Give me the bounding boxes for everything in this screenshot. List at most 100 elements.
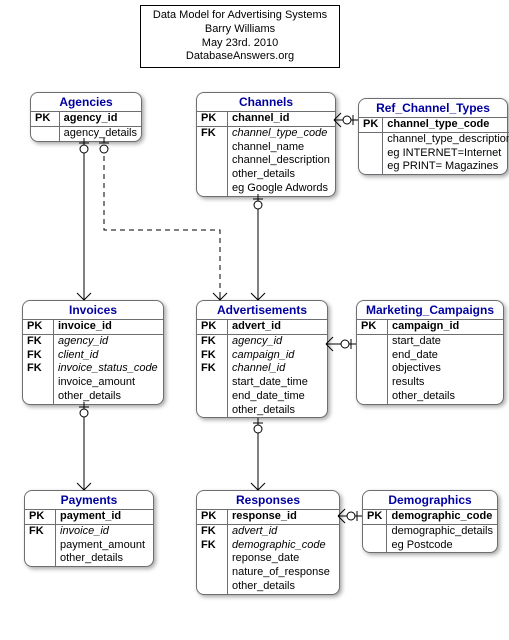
- key-col: [357, 376, 388, 390]
- attr-name: channel_name: [228, 141, 336, 155]
- attr-name: channel_id: [228, 112, 336, 126]
- attr-name: payment_amount: [56, 539, 154, 553]
- key-col: [31, 126, 59, 140]
- attr-name: campaign_id: [228, 349, 328, 363]
- entity-title: Marketing_Campaigns: [357, 301, 503, 320]
- attr-name: eg PRINT= Magazines: [383, 160, 509, 174]
- entity-ref_channel_types: Ref_Channel_TypesPKchannel_type_codechan…: [358, 98, 508, 175]
- entity-title: Ref_Channel_Types: [359, 99, 507, 118]
- key-col: [23, 390, 54, 404]
- key-col: [25, 552, 56, 566]
- key-col: [197, 168, 228, 182]
- key-col: [197, 552, 228, 566]
- key-col: FK: [23, 334, 54, 348]
- entity-advertisements: AdvertisementsPKadvert_idFKagency_idFKca…: [196, 300, 328, 418]
- entity-fields: PKchannel_type_codechannel_type_descript…: [359, 118, 509, 174]
- key-col: [25, 539, 56, 553]
- key-col: [359, 160, 383, 174]
- title-line: Data Model for Advertising Systems: [145, 9, 335, 23]
- entity-title: Demographics: [363, 491, 497, 510]
- entity-agencies: AgenciesPKagency_idagency_details: [30, 92, 142, 142]
- attr-name: nature_of_response: [228, 566, 340, 580]
- attr-name: other_details: [54, 390, 164, 404]
- attr-name: invoice_amount: [54, 376, 164, 390]
- key-col: [197, 154, 228, 168]
- attr-name: channel_description: [228, 154, 336, 168]
- key-col: PK: [359, 118, 383, 132]
- key-col: [357, 334, 388, 348]
- title-line: Barry Williams: [145, 23, 335, 37]
- key-col: [359, 132, 383, 146]
- attr-name: end_date: [388, 349, 504, 363]
- entity-title: Payments: [25, 491, 153, 510]
- key-col: [363, 524, 387, 538]
- key-col: [359, 147, 383, 161]
- entity-demographics: DemographicsPKdemographic_codedemographi…: [362, 490, 498, 553]
- key-col: PK: [197, 510, 228, 524]
- key-col: [357, 390, 388, 404]
- key-col: PK: [25, 510, 56, 524]
- attr-name: agency_id: [59, 112, 141, 126]
- key-col: FK: [25, 524, 56, 538]
- entity-fields: PKinvoice_idFKagency_idFKclient_idFKinvo…: [23, 320, 163, 404]
- attr-name: invoice_id: [54, 320, 164, 334]
- attr-name: payment_id: [56, 510, 154, 524]
- attr-name: other_details: [56, 552, 154, 566]
- key-col: [197, 566, 228, 580]
- attr-name: end_date_time: [228, 390, 328, 404]
- attr-name: other_details: [228, 168, 336, 182]
- attr-name: advert_id: [228, 320, 328, 334]
- attr-name: start_date_time: [228, 376, 328, 390]
- entity-fields: PKcampaign_idstart_dateend_dateobjective…: [357, 320, 503, 404]
- attr-name: channel_type_code: [228, 126, 336, 140]
- key-col: FK: [197, 126, 228, 140]
- attr-name: client_id: [54, 349, 164, 363]
- attr-name: demographic_code: [387, 510, 497, 524]
- attr-name: eg Postcode: [387, 539, 497, 553]
- key-col: FK: [197, 349, 228, 363]
- entity-title: Responses: [197, 491, 339, 510]
- entity-title: Invoices: [23, 301, 163, 320]
- key-col: PK: [197, 320, 228, 334]
- key-col: PK: [363, 510, 387, 524]
- entity-fields: PKresponse_idFKadvert_idFKdemographic_co…: [197, 510, 339, 594]
- diagram-title: Data Model for Advertising SystemsBarry …: [140, 5, 340, 68]
- attr-name: demographic_details: [387, 524, 497, 538]
- entity-payments: PaymentsPKpayment_idFKinvoice_idpayment_…: [24, 490, 154, 567]
- entity-fields: PKchannel_idFKchannel_type_codechannel_n…: [197, 112, 335, 196]
- entity-fields: PKpayment_idFKinvoice_idpayment_amountot…: [25, 510, 153, 566]
- key-col: PK: [197, 112, 228, 126]
- attr-name: reponse_date: [228, 552, 340, 566]
- key-col: PK: [23, 320, 54, 334]
- entity-title: Agencies: [31, 93, 141, 112]
- attr-name: other_details: [228, 580, 340, 594]
- key-col: FK: [23, 349, 54, 363]
- entity-invoices: InvoicesPKinvoice_idFKagency_idFKclient_…: [22, 300, 164, 405]
- attr-name: other_details: [388, 390, 504, 404]
- key-col: [197, 141, 228, 155]
- attr-name: objectives: [388, 362, 504, 376]
- key-col: PK: [357, 320, 388, 334]
- key-col: FK: [23, 362, 54, 376]
- attr-name: invoice_id: [56, 524, 154, 538]
- attr-name: campaign_id: [388, 320, 504, 334]
- key-col: PK: [31, 112, 59, 126]
- key-col: [363, 539, 387, 553]
- key-col: [23, 376, 54, 390]
- key-col: [197, 182, 228, 196]
- title-line: DatabaseAnswers.org: [145, 50, 335, 64]
- attr-name: demographic_code: [228, 539, 340, 553]
- entity-fields: PKdemographic_codedemographic_detailseg …: [363, 510, 497, 552]
- key-col: FK: [197, 362, 228, 376]
- attr-name: agency_details: [59, 126, 141, 140]
- attr-name: invoice_status_code: [54, 362, 164, 376]
- attr-name: channel_type_description: [383, 132, 509, 146]
- entity-fields: PKadvert_idFKagency_idFKcampaign_idFKcha…: [197, 320, 327, 417]
- attr-name: channel_type_code: [383, 118, 509, 132]
- attr-name: advert_id: [228, 524, 340, 538]
- key-col: [197, 390, 228, 404]
- key-col: [357, 349, 388, 363]
- attr-name: eg INTERNET=Internet: [383, 147, 509, 161]
- attr-name: agency_id: [54, 334, 164, 348]
- entity-title: Channels: [197, 93, 335, 112]
